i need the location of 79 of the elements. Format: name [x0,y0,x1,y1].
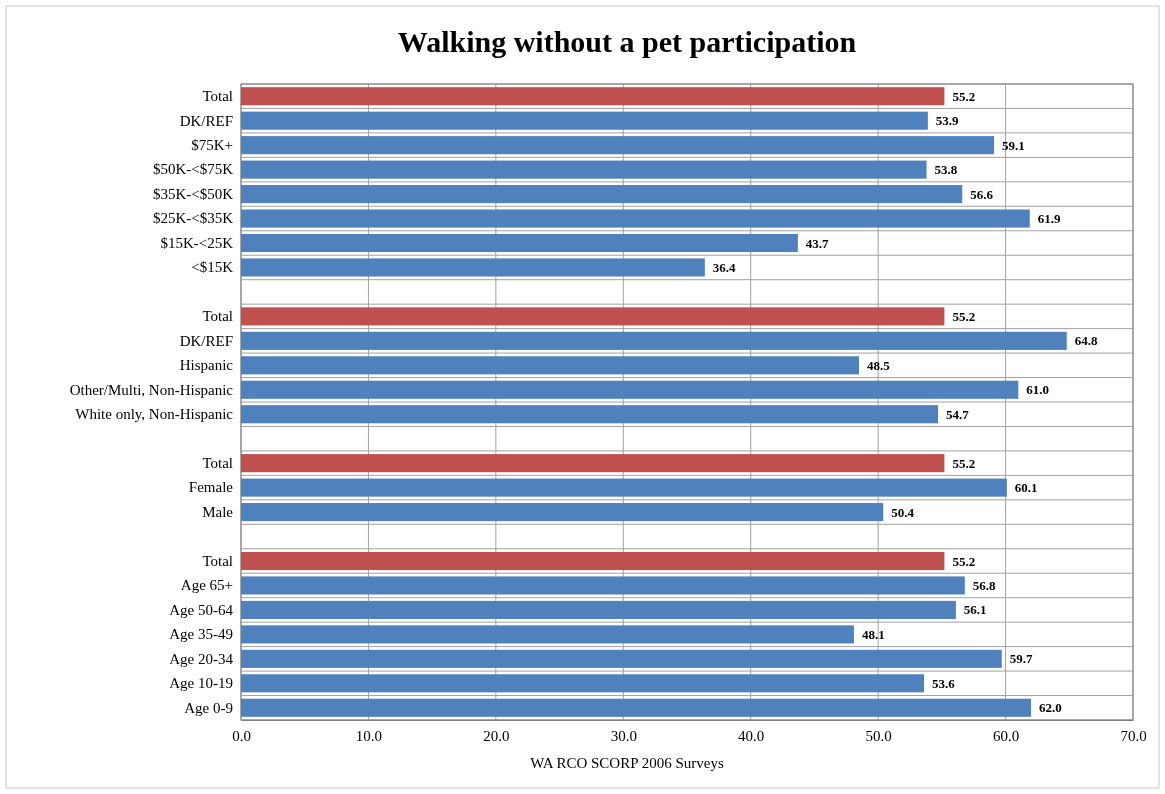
x-tick-label: 50.0 [865,727,892,744]
y-tick-label: Age 35-49 [169,626,233,643]
data-label: 55.2 [952,308,976,324]
data-label: 55.2 [952,88,976,104]
y-tick-label: DK/REF [179,332,233,349]
bar [241,209,1030,228]
y-tick-label: $15K-<25K [160,234,234,251]
bar [241,551,945,571]
bar [241,136,995,155]
bar [241,600,956,619]
data-label: 59.7 [1009,651,1033,667]
bar [241,258,705,277]
data-label: 53.6 [932,675,956,691]
data-label: 56.1 [963,602,987,618]
y-tick-label: Total [202,454,233,471]
data-label: 54.7 [946,406,970,422]
data-label: 61.9 [1037,211,1062,227]
bar [241,111,928,130]
data-label: 62.0 [1039,700,1062,716]
bar [241,307,945,326]
y-tick-label: Total [202,308,233,325]
data-label: 55.2 [952,553,976,569]
x-axis-title: WA RCO SCORP 2006 Surveys [530,755,724,771]
data-label: 53.9 [935,113,960,129]
chart-title: Walking without a pet participation [397,25,857,58]
data-label: 61.0 [1026,382,1050,398]
data-label: 59.1 [1002,137,1025,153]
y-tick-label: Age 10-19 [169,675,233,692]
x-tick-label: 20.0 [483,727,510,744]
bar [241,405,939,424]
data-label: 36.4 [712,260,737,276]
y-tick-label: Male [202,503,234,520]
data-label: 56.8 [972,578,997,594]
x-tick-label: 70.0 [1120,727,1147,744]
y-tick-label: Total [202,88,233,105]
y-tick-label: Total [202,552,233,569]
bar [241,625,854,644]
bar [241,576,965,595]
data-label: 55.2 [952,455,976,471]
bar [241,331,1067,350]
data-label: 56.6 [970,186,994,202]
y-tick-label: Age 20-34 [169,650,234,667]
y-tick-label: White only, Non-Hispanic [75,406,234,423]
data-label: 60.1 [1014,480,1038,496]
x-tick-label: 0.0 [232,727,251,744]
y-tick-label: Age 50-64 [169,601,234,618]
bar [241,380,1019,399]
x-tick-label: 40.0 [738,727,765,744]
data-label: 50.4 [891,504,915,520]
y-tick-label: <$15K [191,259,234,276]
x-tick-label: 10.0 [355,727,383,744]
bar [241,649,1002,668]
data-label: 48.1 [861,626,885,642]
bar [241,185,963,204]
bar [241,356,860,375]
bar [241,454,945,473]
y-tick-label: Age 65+ [180,577,233,594]
y-tick-label: Age 0-9 [184,699,233,716]
y-tick-label: Hispanic [179,357,234,374]
bar [241,503,884,522]
bar [241,478,1007,497]
y-tick-label: $25K-<$35K [152,210,234,227]
y-tick-label: DK/REF [179,112,233,129]
bar [241,698,1032,717]
data-label: 53.8 [934,162,958,178]
bar [241,87,945,106]
x-tick-label: 30.0 [610,727,637,744]
data-label: 48.5 [867,357,891,373]
y-tick-label: Other/Multi, Non-Hispanic [69,381,234,398]
data-label: 43.7 [805,235,830,251]
y-tick-label: $75K+ [191,136,233,153]
y-tick-label: Female [188,479,234,496]
y-tick-label: $35K-<$50K [152,185,234,202]
bar [241,233,798,253]
y-tick-label: $50K-<$75K [152,161,234,178]
data-label: 64.8 [1074,333,1098,349]
x-tick-label: 60.0 [992,727,1020,744]
bar [241,674,925,693]
bar [241,160,927,179]
